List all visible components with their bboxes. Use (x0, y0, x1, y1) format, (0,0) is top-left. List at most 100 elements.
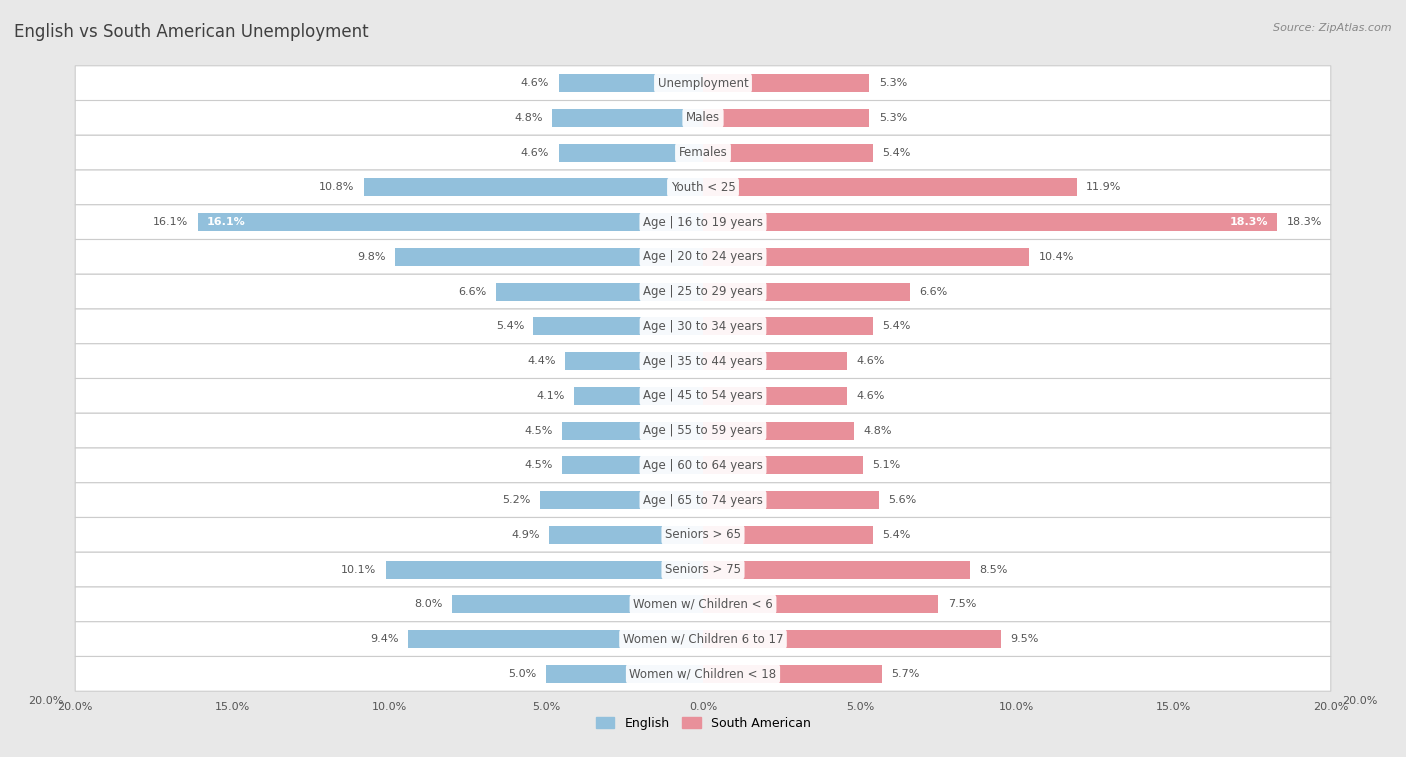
FancyBboxPatch shape (75, 66, 1331, 101)
Text: Age | 60 to 64 years: Age | 60 to 64 years (643, 459, 763, 472)
FancyBboxPatch shape (75, 378, 1331, 413)
Text: 4.5%: 4.5% (524, 425, 553, 435)
Text: 4.6%: 4.6% (520, 78, 550, 88)
Text: 18.3%: 18.3% (1229, 217, 1268, 227)
Text: Age | 25 to 29 years: Age | 25 to 29 years (643, 285, 763, 298)
Bar (703, 282, 910, 301)
Text: 16.1%: 16.1% (153, 217, 188, 227)
Text: 4.6%: 4.6% (520, 148, 550, 157)
Text: Youth < 25: Youth < 25 (671, 181, 735, 194)
FancyBboxPatch shape (75, 587, 1331, 621)
Bar (703, 561, 970, 578)
Bar (703, 387, 848, 405)
Text: 4.8%: 4.8% (515, 113, 543, 123)
Text: 5.0%: 5.0% (509, 669, 537, 679)
Text: 5.4%: 5.4% (882, 322, 910, 332)
Bar (703, 665, 882, 683)
Text: Males: Males (686, 111, 720, 124)
Text: Age | 65 to 74 years: Age | 65 to 74 years (643, 494, 763, 506)
Text: 18.3%: 18.3% (1286, 217, 1322, 227)
Text: 4.4%: 4.4% (527, 356, 555, 366)
Text: Seniors > 75: Seniors > 75 (665, 563, 741, 576)
Bar (562, 456, 703, 475)
FancyBboxPatch shape (75, 274, 1331, 309)
Bar (451, 595, 703, 613)
Bar (703, 179, 1077, 196)
Legend: English, South American: English, South American (591, 712, 815, 735)
Text: 4.5%: 4.5% (524, 460, 553, 470)
Bar (703, 248, 1029, 266)
Text: Females: Females (679, 146, 727, 159)
Bar (408, 630, 703, 648)
Bar (703, 422, 853, 440)
Bar (703, 526, 873, 544)
FancyBboxPatch shape (75, 483, 1331, 518)
Text: 9.4%: 9.4% (370, 634, 398, 644)
Text: 4.6%: 4.6% (856, 356, 886, 366)
Bar (496, 282, 703, 301)
Bar (553, 109, 703, 127)
FancyBboxPatch shape (75, 413, 1331, 448)
Text: 6.6%: 6.6% (458, 287, 486, 297)
Bar (703, 213, 1278, 231)
Text: 4.9%: 4.9% (512, 530, 540, 540)
Bar (565, 352, 703, 370)
Text: 5.6%: 5.6% (889, 495, 917, 505)
Bar (387, 561, 703, 578)
Text: Women w/ Children 6 to 17: Women w/ Children 6 to 17 (623, 633, 783, 646)
FancyBboxPatch shape (75, 239, 1331, 274)
FancyBboxPatch shape (75, 136, 1331, 170)
Bar (562, 422, 703, 440)
Bar (703, 595, 938, 613)
Text: 10.1%: 10.1% (342, 565, 377, 575)
Text: 4.1%: 4.1% (537, 391, 565, 401)
Bar (703, 352, 848, 370)
Bar (703, 630, 1001, 648)
Text: 5.4%: 5.4% (496, 322, 524, 332)
Bar (574, 387, 703, 405)
Bar (703, 74, 869, 92)
FancyBboxPatch shape (75, 309, 1331, 344)
Bar (546, 665, 703, 683)
Text: Women w/ Children < 6: Women w/ Children < 6 (633, 598, 773, 611)
Text: Age | 16 to 19 years: Age | 16 to 19 years (643, 216, 763, 229)
FancyBboxPatch shape (75, 518, 1331, 553)
Bar (703, 491, 879, 509)
Text: 5.4%: 5.4% (882, 530, 910, 540)
Text: 8.5%: 8.5% (979, 565, 1008, 575)
FancyBboxPatch shape (75, 621, 1331, 656)
Text: Age | 30 to 34 years: Age | 30 to 34 years (643, 320, 763, 333)
Bar (558, 74, 703, 92)
Text: 8.0%: 8.0% (415, 600, 443, 609)
Text: 10.4%: 10.4% (1039, 252, 1074, 262)
Bar (703, 144, 873, 162)
FancyBboxPatch shape (75, 344, 1331, 378)
Bar (395, 248, 703, 266)
FancyBboxPatch shape (75, 170, 1331, 204)
Text: Seniors > 65: Seniors > 65 (665, 528, 741, 541)
Text: 16.1%: 16.1% (207, 217, 246, 227)
Text: Age | 35 to 44 years: Age | 35 to 44 years (643, 354, 763, 368)
Text: Unemployment: Unemployment (658, 76, 748, 89)
Text: 5.3%: 5.3% (879, 113, 907, 123)
Text: 20.0%: 20.0% (1343, 696, 1378, 706)
Text: 5.7%: 5.7% (891, 669, 920, 679)
Bar (550, 526, 703, 544)
Text: 7.5%: 7.5% (948, 600, 976, 609)
Text: 5.1%: 5.1% (873, 460, 901, 470)
Text: 11.9%: 11.9% (1085, 182, 1122, 192)
Bar (703, 317, 873, 335)
Text: Women w/ Children < 18: Women w/ Children < 18 (630, 668, 776, 681)
Text: 6.6%: 6.6% (920, 287, 948, 297)
FancyBboxPatch shape (75, 448, 1331, 483)
Text: 10.8%: 10.8% (319, 182, 354, 192)
Text: Source: ZipAtlas.com: Source: ZipAtlas.com (1274, 23, 1392, 33)
Text: 4.8%: 4.8% (863, 425, 891, 435)
Text: 9.8%: 9.8% (357, 252, 387, 262)
FancyBboxPatch shape (75, 656, 1331, 691)
Bar (198, 213, 703, 231)
FancyBboxPatch shape (75, 101, 1331, 136)
Bar (558, 144, 703, 162)
Text: 9.5%: 9.5% (1011, 634, 1039, 644)
Text: 5.2%: 5.2% (502, 495, 530, 505)
